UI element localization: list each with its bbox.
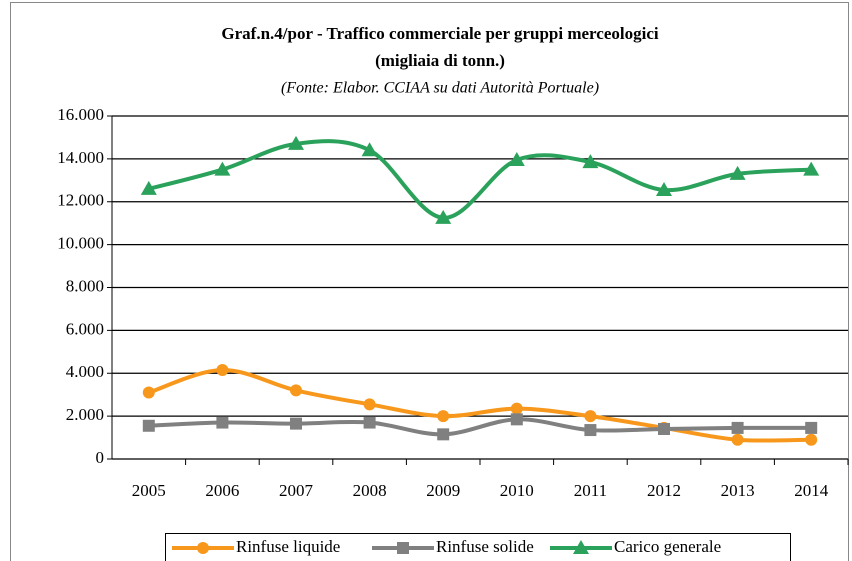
data-point — [363, 416, 376, 429]
chart-title-line2: (migliaia di tonn.) — [375, 51, 505, 70]
y-tick-label: 4.000 — [66, 362, 104, 381]
data-point — [729, 165, 746, 180]
data-point — [731, 421, 744, 434]
data-point — [805, 421, 818, 434]
data-point — [508, 151, 525, 166]
chart-subtitle: (Fonte: Elabor. CCIAA su dati Autorità P… — [281, 80, 599, 97]
y-tick-label: 16.000 — [57, 105, 104, 124]
data-point — [437, 410, 450, 423]
x-tick-label: 2005 — [132, 481, 166, 500]
series-line — [148, 368, 812, 443]
data-point — [731, 433, 744, 446]
data-point — [288, 135, 304, 150]
y-tick-label: 8.000 — [66, 276, 104, 295]
series-line — [148, 139, 812, 220]
x-tick-label: 2012 — [647, 481, 681, 500]
y-tick-label: 0 — [96, 448, 105, 467]
data-point — [290, 384, 302, 397]
y-tick-label: 14.000 — [57, 148, 104, 167]
data-point — [290, 417, 302, 430]
x-tick-label: 2009 — [426, 481, 460, 500]
legend-marker — [397, 542, 409, 554]
data-point — [216, 416, 229, 429]
data-point — [658, 422, 670, 435]
legend-marker — [197, 542, 209, 554]
data-point — [584, 410, 597, 423]
legend-label: Rinfuse liquide — [236, 537, 340, 556]
y-tick-label: 2.000 — [66, 405, 104, 424]
x-tick-label: 2013 — [721, 481, 755, 500]
x-tick-label: 2006 — [205, 481, 239, 500]
data-point — [214, 161, 231, 176]
data-point — [142, 419, 155, 432]
data-point — [140, 180, 157, 195]
y-tick-label: 6.000 — [66, 319, 104, 338]
data-point — [510, 413, 523, 426]
data-point — [216, 364, 229, 377]
series-line — [148, 417, 812, 437]
data-point — [656, 181, 672, 196]
data-point — [803, 161, 820, 176]
x-tick-label: 2014 — [794, 481, 829, 500]
data-point — [142, 386, 155, 399]
legend-label: Carico generale — [614, 537, 721, 556]
y-tick-label: 12.000 — [57, 191, 104, 210]
data-point — [584, 424, 597, 437]
data-point — [582, 154, 599, 169]
data-point — [805, 433, 818, 446]
chart-border — [10, 2, 849, 561]
legend-marker — [573, 540, 589, 554]
data-point — [435, 209, 452, 224]
data-point — [361, 142, 378, 157]
legend-label: Rinfuse solide — [436, 537, 534, 556]
data-point — [363, 398, 376, 411]
chart-title: Graf.n.4/por - Traffico commerciale per … — [221, 24, 658, 43]
x-tick-label: 2007 — [279, 481, 314, 500]
y-tick-label: 10.000 — [57, 234, 104, 253]
data-point — [510, 402, 523, 415]
data-point — [437, 428, 450, 441]
x-tick-label: 2010 — [500, 481, 534, 500]
legend-box — [165, 533, 791, 561]
x-tick-label: 2008 — [353, 481, 387, 500]
x-tick-label: 2011 — [574, 481, 607, 500]
